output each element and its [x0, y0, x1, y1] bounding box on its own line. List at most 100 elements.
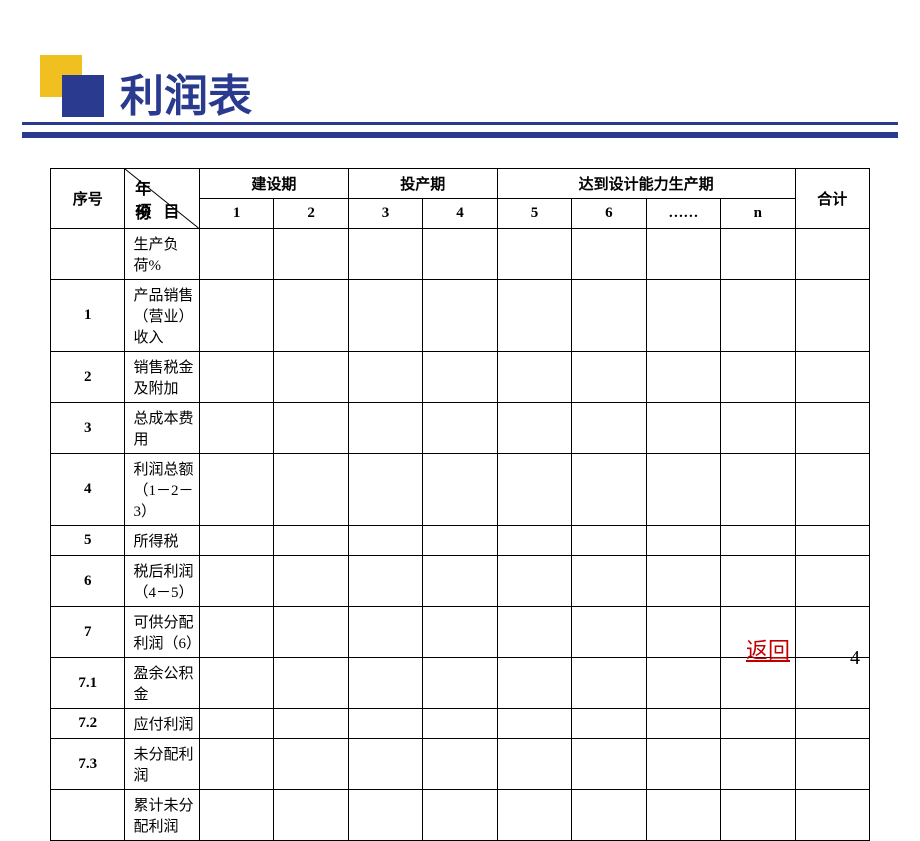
cell-item: 销售税金及附加	[125, 352, 199, 403]
cell-item: 利润总额（1－2－3）	[125, 454, 199, 526]
cell-seq: 2	[51, 352, 125, 403]
cell-value	[572, 709, 646, 739]
th-seq: 序号	[51, 169, 125, 229]
cell-value	[423, 352, 497, 403]
cell-value	[274, 352, 348, 403]
th-group-2: 达到设计能力生产期	[497, 169, 795, 199]
cell-item: 产品销售（营业）收入	[125, 280, 199, 352]
cell-value	[423, 229, 497, 280]
cell-value	[795, 709, 869, 739]
th-diag: 年份 项目	[125, 169, 199, 229]
cell-value	[721, 526, 795, 556]
cell-item: 生产负荷%	[125, 229, 199, 280]
page-title: 利润表	[120, 60, 252, 124]
cell-value	[274, 658, 348, 709]
cell-value	[348, 403, 422, 454]
cell-value	[348, 790, 422, 841]
cell-value	[497, 280, 571, 352]
cell-item: 所得税	[125, 526, 199, 556]
cell-item: 应付利润	[125, 709, 199, 739]
cell-value	[721, 790, 795, 841]
cell-value	[274, 607, 348, 658]
cell-value	[646, 403, 720, 454]
cell-value	[572, 658, 646, 709]
cell-value	[423, 526, 497, 556]
cell-value	[795, 280, 869, 352]
cell-value	[646, 790, 720, 841]
cell-value	[497, 403, 571, 454]
cell-value	[274, 454, 348, 526]
cell-value	[646, 556, 720, 607]
diag-item-label: 项目	[135, 198, 191, 222]
cell-value	[348, 526, 422, 556]
cell-value	[497, 658, 571, 709]
th-group-1: 投产期	[348, 169, 497, 199]
th-period-4: 5	[497, 199, 571, 229]
th-group-0: 建设期	[199, 169, 348, 199]
divider-thin	[22, 122, 898, 125]
cell-seq: 7.2	[51, 709, 125, 739]
cell-value	[199, 352, 273, 403]
cell-value	[646, 607, 720, 658]
cell-value	[795, 352, 869, 403]
cell-seq: 7	[51, 607, 125, 658]
cell-seq: 4	[51, 454, 125, 526]
cell-value	[423, 709, 497, 739]
cell-value	[795, 229, 869, 280]
cell-value	[795, 403, 869, 454]
cell-value	[199, 229, 273, 280]
cell-value	[199, 526, 273, 556]
cell-value	[646, 229, 720, 280]
cell-value	[721, 454, 795, 526]
cell-value	[572, 607, 646, 658]
cell-value	[423, 790, 497, 841]
cell-seq: 1	[51, 280, 125, 352]
cell-value	[274, 556, 348, 607]
cell-value	[199, 658, 273, 709]
table-row: 7.1盈余公积金	[51, 658, 870, 709]
cell-value	[795, 556, 869, 607]
cell-value	[423, 403, 497, 454]
cell-value	[199, 280, 273, 352]
th-period-1: 2	[274, 199, 348, 229]
cell-value	[572, 403, 646, 454]
cell-value	[274, 403, 348, 454]
cell-value	[199, 790, 273, 841]
cell-seq	[51, 790, 125, 841]
cell-value	[572, 229, 646, 280]
cell-value	[646, 280, 720, 352]
table-row: 4利润总额（1－2－3）	[51, 454, 870, 526]
cell-value	[348, 556, 422, 607]
cell-value	[348, 739, 422, 790]
cell-value	[274, 739, 348, 790]
th-period-5: 6	[572, 199, 646, 229]
th-period-7: n	[721, 199, 795, 229]
decor-square-navy	[62, 75, 104, 117]
cell-value	[497, 454, 571, 526]
cell-value	[199, 709, 273, 739]
cell-value	[646, 739, 720, 790]
cell-value	[199, 403, 273, 454]
cell-value	[199, 556, 273, 607]
cell-value	[795, 739, 869, 790]
return-link[interactable]: 返回	[746, 633, 790, 665]
cell-value	[274, 790, 348, 841]
cell-value	[497, 556, 571, 607]
cell-value	[721, 403, 795, 454]
cell-value	[274, 526, 348, 556]
th-total: 合计	[795, 169, 869, 229]
cell-value	[199, 739, 273, 790]
cell-value	[274, 229, 348, 280]
cell-seq: 6	[51, 556, 125, 607]
cell-value	[348, 280, 422, 352]
cell-value	[646, 526, 720, 556]
cell-seq: 7.1	[51, 658, 125, 709]
cell-value	[423, 454, 497, 526]
table-row: 7.3未分配利润	[51, 739, 870, 790]
cell-value	[721, 709, 795, 739]
table-row: 2销售税金及附加	[51, 352, 870, 403]
page-number: 4	[850, 647, 860, 670]
cell-value	[423, 280, 497, 352]
cell-value	[721, 280, 795, 352]
cell-value	[572, 526, 646, 556]
